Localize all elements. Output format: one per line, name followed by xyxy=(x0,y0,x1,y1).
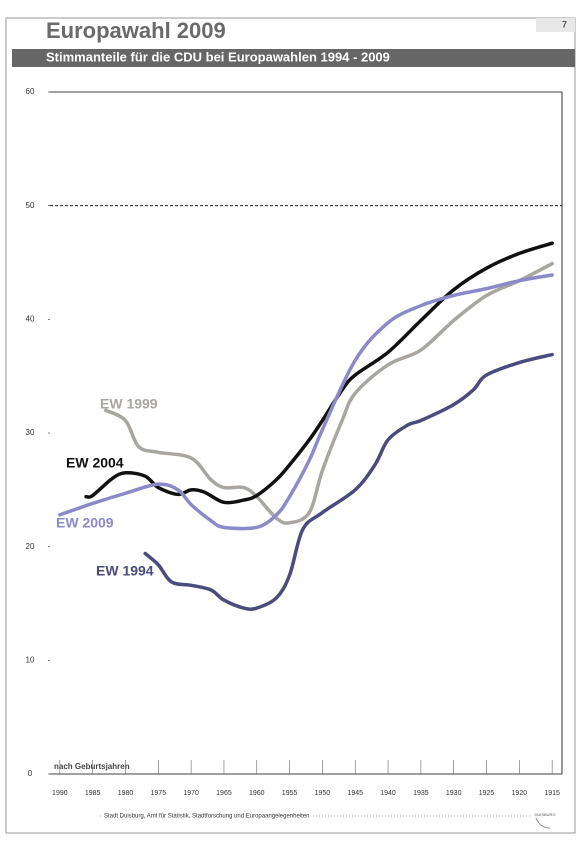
x-tick-label: 1940 xyxy=(380,790,396,797)
series-line xyxy=(58,273,554,531)
page-frame xyxy=(5,17,576,834)
logo: DUISBURG xyxy=(534,812,555,817)
x-tick-label: 1930 xyxy=(446,790,462,797)
y-tick-label: 20 xyxy=(26,542,35,551)
series-line xyxy=(143,352,554,611)
x-tick-label: 1970 xyxy=(183,790,199,797)
series-label: EW 2004 xyxy=(66,455,124,471)
series-line xyxy=(84,241,554,505)
series-label: EW 2009 xyxy=(56,515,114,531)
x-tick-label: 1955 xyxy=(282,790,298,797)
y-tick-label: 50 xyxy=(26,201,35,210)
logo-mark xyxy=(535,817,551,829)
page-tab xyxy=(536,18,575,32)
y-tick-label: 30 xyxy=(26,428,35,437)
chart-subtitle: Stimmanteile für die CDU bei Europawahle… xyxy=(46,49,390,64)
page-number: 7 xyxy=(562,19,567,29)
x-tick-label: 1915 xyxy=(544,790,560,797)
x-tick-label: 1935 xyxy=(413,790,429,797)
x-tick-label: 1960 xyxy=(249,790,265,797)
subtitle-bar xyxy=(12,49,575,67)
x-tick-label: 1990 xyxy=(52,790,68,797)
y-tick-label: 60 xyxy=(26,87,35,96)
chart-title: Europawahl 2009 xyxy=(46,18,226,43)
y-tick-label: 0 xyxy=(28,769,33,778)
x-tick-label: 1920 xyxy=(512,790,528,797)
y-tick-label: 10 xyxy=(26,655,35,664)
x-axis-label: nach Geburtsjahren xyxy=(54,762,130,771)
series-label: EW 1999 xyxy=(100,396,158,412)
footer: Stadt Duisburg, Amt für Statistik, Stadt… xyxy=(104,814,309,820)
x-tick-label: 1925 xyxy=(479,790,495,797)
series-line xyxy=(104,261,554,525)
series-label: EW 1994 xyxy=(96,563,154,579)
x-tick-label: 1985 xyxy=(85,790,101,797)
x-tick-label: 1945 xyxy=(347,790,363,797)
x-tick-label: 1950 xyxy=(315,790,331,797)
x-tick-label: 1980 xyxy=(118,790,134,797)
x-tick-label: 1965 xyxy=(216,790,232,797)
y-tick-label: 40 xyxy=(26,314,35,323)
x-tick-label: 1975 xyxy=(151,790,167,797)
